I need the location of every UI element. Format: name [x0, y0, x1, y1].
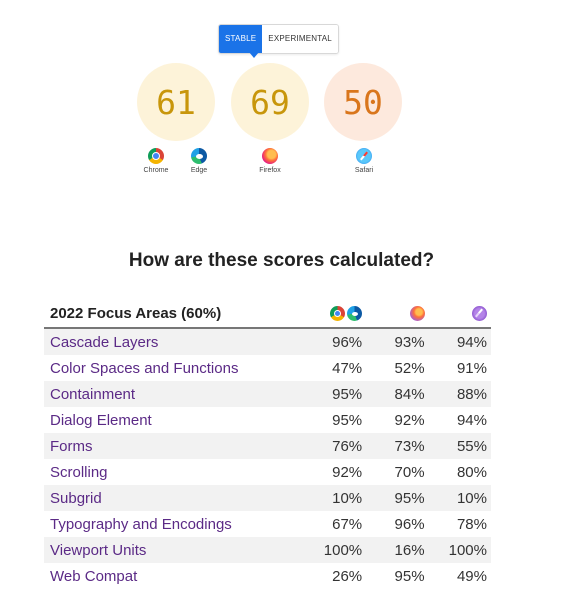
edge-icon: [347, 305, 363, 321]
chrome-edge-score: 47%: [332, 359, 363, 377]
safari-score: 91%: [456, 359, 487, 377]
stable-tab[interactable]: STABLE: [219, 25, 263, 53]
table-row: Subgrid 10% 95% 10%: [44, 485, 491, 511]
table-header: 2022 Focus Areas (60%): [44, 299, 491, 329]
firefox-icon: [409, 305, 425, 321]
firefox-score: 95%: [394, 489, 425, 507]
table-row: Scrolling 92% 70% 80%: [44, 459, 491, 485]
table-row: Typography and Encodings 67% 96% 78%: [44, 511, 491, 537]
safari-score: 78%: [456, 515, 487, 533]
browser-edge: Edge: [179, 148, 219, 174]
firefox-score: 73%: [394, 437, 425, 455]
table-row: Web Compat 26% 95% 49%: [44, 563, 491, 589]
safari-score: 88%: [456, 385, 487, 403]
safari-score: 100%: [448, 541, 487, 559]
firefox-score: 95%: [394, 567, 425, 585]
focus-area-link[interactable]: Color Spaces and Functions: [50, 359, 239, 377]
table-row: Forms 76% 73% 55%: [44, 433, 491, 459]
chrome-edge-score: 76%: [332, 437, 363, 455]
browser-safari: Safari: [344, 148, 384, 174]
browser-label: Chrome: [143, 167, 169, 174]
table-body: Cascade Layers 96% 93% 94% Color Spaces and …: [44, 329, 491, 589]
safari-icon: [356, 148, 372, 164]
section-heading: How are these scores calculated?: [128, 250, 435, 271]
focus-area-link[interactable]: Forms: [50, 437, 93, 455]
focus-area-link[interactable]: Typography and Encodings: [50, 515, 232, 533]
firefox-score: 93%: [394, 333, 425, 351]
focus-area-link[interactable]: Subgrid: [50, 489, 102, 507]
browser-label: Safari: [354, 167, 374, 174]
safari-icon: [471, 305, 487, 321]
table-row: Containment 95% 84% 88%: [44, 381, 491, 407]
score-firefox: 69: [231, 63, 309, 141]
firefox-score: 52%: [394, 359, 425, 377]
focus-area-link[interactable]: Containment: [50, 385, 136, 403]
focus-area-link[interactable]: Dialog Element: [50, 411, 152, 429]
focus-area-link[interactable]: Web Compat: [50, 567, 138, 585]
safari-score: 94%: [456, 411, 487, 429]
firefox-score: 92%: [394, 411, 425, 429]
experimental-tab[interactable]: EXPERIMENTAL: [262, 25, 338, 53]
focus-area-link[interactable]: Scrolling: [50, 463, 108, 481]
browser-label: Firefox: [259, 167, 281, 174]
chrome-edge-score: 10%: [332, 489, 363, 507]
browser-firefox: Firefox: [250, 148, 290, 174]
table-row: Cascade Layers 96% 93% 94%: [44, 329, 491, 355]
firefox-icon: [262, 148, 278, 164]
safari-score: 55%: [456, 437, 487, 455]
chrome-edge-score: 95%: [332, 411, 363, 429]
chrome-icon: [330, 305, 346, 321]
browser-chrome: Chrome: [136, 148, 176, 174]
browser-label: Edge: [190, 167, 208, 174]
channel-toggle[interactable]: STABLE EXPERIMENTAL: [218, 24, 339, 54]
edge-icon: [191, 148, 207, 164]
safari-score: 80%: [456, 463, 487, 481]
table-header-title: 2022 Focus Areas (60%): [50, 304, 222, 322]
safari-score: 94%: [456, 333, 487, 351]
chrome-edge-score: 100%: [323, 541, 363, 559]
score-chrome-edge: 61: [137, 63, 215, 141]
chrome-icon: [148, 148, 164, 164]
score-safari: 50: [324, 63, 402, 141]
safari-score: 49%: [456, 567, 487, 585]
table-row: Dialog Element 95% 92% 94%: [44, 407, 491, 433]
firefox-score: 84%: [394, 385, 425, 403]
chrome-edge-score: 95%: [332, 385, 363, 403]
focus-area-link[interactable]: Viewport Units: [50, 541, 147, 559]
firefox-score: 16%: [394, 541, 425, 559]
chrome-edge-score: 92%: [332, 463, 363, 481]
safari-score: 10%: [456, 489, 487, 507]
table-row: Viewport Units 100% 16% 100%: [44, 537, 491, 563]
chrome-edge-score: 96%: [332, 333, 363, 351]
chrome-edge-score: 67%: [332, 515, 363, 533]
scores-card: STABLE EXPERIMENTAL 61 69 50 Chrome Edge…: [22, 8, 514, 220]
focus-area-link[interactable]: Cascade Layers: [50, 333, 159, 351]
header-chrome-edge: [300, 305, 363, 321]
header-safari: [425, 305, 491, 321]
firefox-score: 96%: [394, 515, 425, 533]
chrome-edge-score: 26%: [332, 567, 363, 585]
focus-areas-table: 2022 Focus Areas (60%) Cascade Layers 96%…: [44, 299, 491, 589]
active-tab-caret: [249, 52, 259, 58]
header-firefox: [362, 305, 425, 321]
firefox-score: 70%: [394, 463, 425, 481]
table-row: Color Spaces and Functions 47% 52% 91%: [44, 355, 491, 381]
